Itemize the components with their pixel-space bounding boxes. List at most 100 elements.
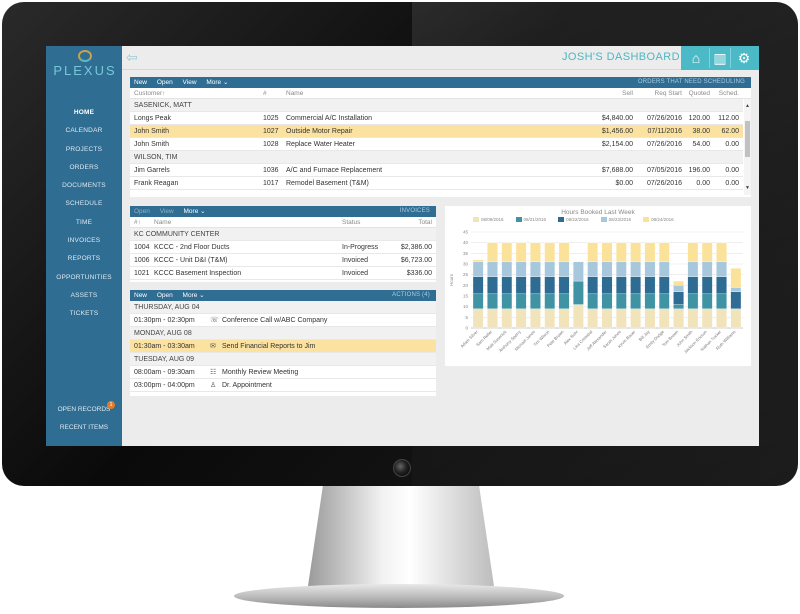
bar-segment[interactable] [630, 242, 641, 263]
bar-segment[interactable] [530, 293, 541, 309]
bar-segment[interactable] [472, 261, 484, 277]
bar-segment[interactable] [544, 293, 556, 309]
bar-segment[interactable] [501, 308, 513, 329]
bar-segment[interactable] [573, 304, 584, 329]
bar-segment[interactable] [658, 293, 670, 309]
invoices-open-button[interactable]: Open [134, 208, 150, 215]
sidebar-item-reports[interactable]: REPORTS [67, 255, 101, 263]
action-row[interactable]: 01:30am - 03:30am ✉ Send Financial Reports… [130, 340, 436, 353]
legend-item[interactable]: 08/23/2016 [600, 217, 631, 223]
bar-segment[interactable] [558, 308, 570, 329]
bar-segment[interactable] [701, 293, 713, 309]
order-row[interactable]: Frank Reagan 1017 Remodel Basement (T&M) $0… [130, 177, 743, 190]
action-row[interactable]: 08:00am - 09:30am ☷ Monthly Review Meeting [130, 366, 436, 379]
sidebar-item-orders[interactable]: ORDERS [69, 163, 99, 171]
scroll-down-icon[interactable]: ▼ [745, 185, 750, 191]
bar-segment[interactable] [601, 308, 613, 329]
bar-segment[interactable] [501, 242, 513, 263]
bar-segment[interactable] [487, 261, 498, 277]
bar-segment[interactable] [658, 261, 670, 277]
bar-segment[interactable] [487, 293, 498, 309]
orders-more-button[interactable]: More ⌄ [206, 79, 229, 86]
bar-segment[interactable] [530, 261, 541, 277]
bar-segment[interactable] [558, 261, 570, 277]
bar-segment[interactable] [587, 293, 598, 309]
bar-segment[interactable] [644, 276, 656, 295]
bar-segment[interactable] [544, 261, 556, 277]
scroll-up-icon[interactable]: ▲ [745, 103, 750, 109]
bar-segment[interactable] [673, 280, 684, 286]
sidebar-item-tickets[interactable]: TICKETS [69, 310, 99, 318]
bar-segment[interactable] [730, 287, 742, 292]
col-req-start[interactable]: Req Start [654, 90, 682, 97]
bar-segment[interactable] [573, 280, 584, 305]
bar-segment[interactable] [658, 276, 670, 295]
bar-segment[interactable] [701, 276, 713, 295]
bar-segment[interactable] [716, 308, 727, 329]
invoices-view-button[interactable]: View [159, 208, 174, 215]
order-group[interactable]: WILSON, TIM [130, 151, 743, 164]
bar-segment[interactable] [644, 261, 656, 277]
bar-segment[interactable] [616, 242, 627, 263]
bar-segment[interactable] [630, 293, 641, 309]
bar-segment[interactable] [530, 308, 541, 329]
bar-segment[interactable] [515, 276, 527, 295]
col-inv-num[interactable]: #↑ [134, 219, 141, 226]
bar-segment[interactable] [544, 276, 556, 295]
bar-segment[interactable] [730, 268, 742, 288]
bar-segment[interactable] [644, 293, 656, 309]
bar-segment[interactable] [687, 293, 699, 309]
col-num[interactable]: # [263, 90, 267, 97]
bar-segment[interactable] [673, 285, 684, 292]
col-quoted[interactable]: Quoted [688, 90, 710, 97]
bar-segment[interactable] [601, 242, 613, 263]
logo[interactable]: PLEXUS [50, 50, 120, 84]
bar-segment[interactable] [544, 242, 556, 263]
legend-item[interactable]: 08/24/2016 [643, 217, 674, 223]
gears-icon[interactable]: ⚙ [737, 50, 751, 66]
col-inv-total[interactable]: Total [418, 219, 432, 226]
bar-segment[interactable] [730, 291, 742, 309]
bar-segment[interactable] [701, 242, 713, 263]
scroll-thumb[interactable] [745, 121, 750, 157]
bar-segment[interactable] [701, 261, 713, 277]
bar-segment[interactable] [501, 261, 513, 277]
bar-segment[interactable] [472, 293, 484, 309]
bar-segment[interactable] [630, 308, 641, 329]
orders-open-button[interactable]: Open [156, 79, 173, 86]
home-icon[interactable]: ⌂ [691, 50, 701, 66]
order-row[interactable]: John Smith 1028 Replace Water Heater $2,154… [130, 138, 743, 151]
bar-segment[interactable] [515, 261, 527, 277]
sidebar-item-time[interactable]: TIME [75, 218, 93, 226]
bar-segment[interactable] [515, 242, 527, 263]
legend-item[interactable]: 08/21/2016 [515, 217, 546, 223]
bar-segment[interactable] [616, 261, 627, 277]
bar-segment[interactable] [472, 259, 484, 263]
order-row[interactable]: John Smith 1027 Outside Motor Repair $1,456… [130, 125, 743, 138]
sidebar-item-recent-items[interactable]: RECENT ITEMS [46, 419, 122, 437]
bar-segment[interactable] [687, 308, 699, 329]
sidebar-item-open-records[interactable]: OPEN RECORDS 1 [46, 401, 122, 419]
col-customer[interactable]: Customer↑ [134, 90, 166, 97]
sidebar-item-projects[interactable]: PROJECTS [65, 145, 103, 153]
action-row[interactable]: 01:30pm - 02:30pm ☏ Conference Call w/ABC … [130, 314, 436, 327]
bar-segment[interactable] [487, 242, 498, 263]
bar-segment[interactable] [673, 291, 684, 305]
order-row[interactable]: Jim Garrels 1036 A/C and Furnace Replaceme… [130, 164, 743, 177]
bar-segment[interactable] [730, 308, 742, 329]
sidebar-item-documents[interactable]: DOCUMENTS [62, 182, 106, 190]
invoice-row[interactable]: 1004 KCCC - 2nd Floor Ducts In-Progress $2,… [130, 241, 436, 254]
actions-new-button[interactable]: New [134, 292, 148, 299]
col-sell[interactable]: Sell [622, 90, 633, 97]
order-group[interactable]: SASENICK, MATT [130, 99, 743, 112]
sidebar-item-calendar[interactable]: CALENDAR [65, 127, 103, 135]
bar-segment[interactable] [515, 308, 527, 329]
bar-segment[interactable] [530, 242, 541, 263]
bar-segment[interactable] [630, 276, 641, 295]
bar-segment[interactable] [673, 304, 684, 309]
bar-segment[interactable] [687, 261, 699, 277]
bar-segment[interactable] [501, 276, 513, 295]
bar-segment[interactable] [587, 242, 598, 263]
dashboard-selector[interactable]: JOSH'S DASHBOARD⌄ [562, 51, 691, 63]
bar-segment[interactable] [673, 308, 684, 329]
